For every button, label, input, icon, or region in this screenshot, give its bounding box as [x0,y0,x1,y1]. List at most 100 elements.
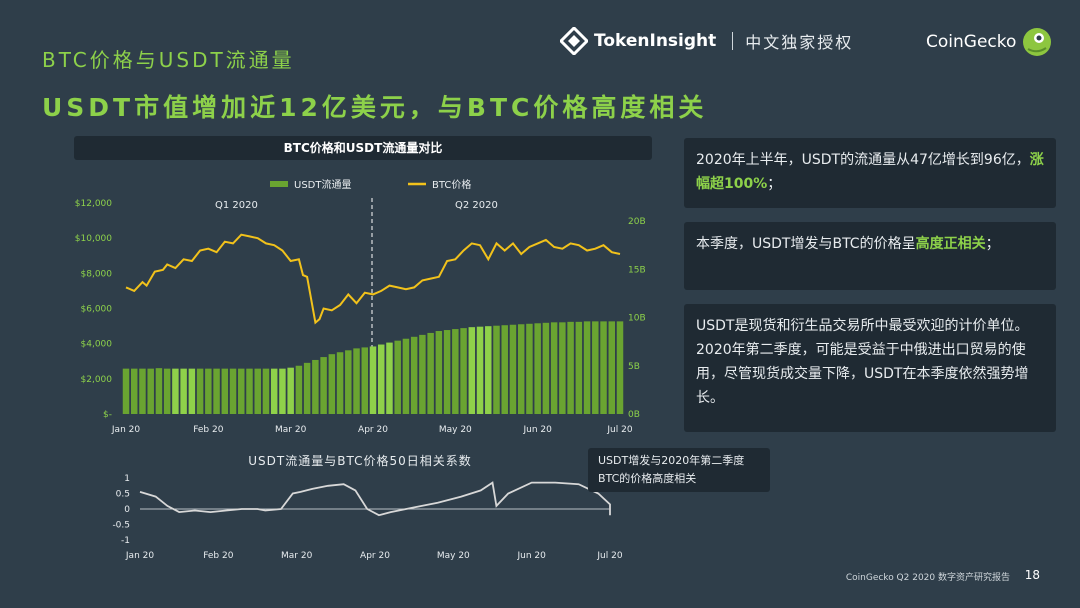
corr-x-tick-label: Jan 20 [125,551,154,561]
usdt-bar [328,354,336,414]
brand-separator [732,32,734,50]
usdt-bar [336,352,344,414]
note1-highlight: 涨幅超100% [696,152,1044,192]
main-chart: USDT流通量 BTC价格 Q1 2020 Q2 2020 $12,000 $10… [75,178,646,435]
note1-text: 2020年上半年，USDT的流通量从47亿增长到96亿， [696,152,1030,168]
annotation-q2: Q2 2020 [455,200,498,211]
usdt-bar [287,367,294,414]
x-tick-label: Jan 20 [111,425,140,435]
y-right-tick-label: 20B [628,217,646,227]
usdt-bar [155,368,163,414]
usdt-bar [410,336,418,414]
tokeninsight-brand: TokenInsight 中文独家授权 [560,25,853,57]
usdt-bar [583,321,591,414]
usdt-bar [205,368,212,414]
y-left-axis: $12,000 $10,000 $8,000 $6,000 $4,000 $2,000 $- [75,199,112,420]
usdt-bar [345,350,352,414]
coingecko-logo-icon [1023,28,1052,56]
x-tick-label: Jun 20 [522,425,552,435]
tokeninsight-name: TokenInsight [594,31,717,51]
correlation-line [139,481,611,517]
usdt-bar [592,321,599,414]
usdt-bar [526,323,533,414]
usdt-bar [139,368,146,414]
corr-x-tick-label: Feb 20 [203,551,234,561]
usdt-bar [452,329,459,414]
coingecko-brand: CoinGecko [926,26,1052,58]
chart-title: BTC价格和USDT流通量对比 [74,136,652,160]
usdt-bar [394,340,401,414]
usdt-bar [130,368,138,414]
usdt-bar [229,368,237,414]
y-right-tick-label: 10B [628,314,646,324]
corr-y-tick-label: -0.5 [112,521,130,531]
usdt-bar [353,348,360,414]
usdt-bar [246,368,253,414]
usdt-bar [476,326,484,414]
footer-report: CoinGecko Q2 2020 数字资产研究报告 [845,573,1010,583]
y-left-tick-label: $6,000 [81,305,113,315]
usdt-bar [542,322,550,414]
usdt-bar [427,332,434,414]
page-number: 18 [1024,568,1040,582]
note3-text: USDT是现货和衍生品交易所中最受欢迎的计价单位。2020年第二季度，可能是受益… [696,318,1029,406]
usdt-bar [559,322,566,414]
usdt-bar [369,346,377,414]
usdt-bar [295,365,303,414]
usdt-bar [180,368,187,414]
tokeninsight-logo-icon [560,27,588,55]
note2-end: ； [985,236,1000,252]
corr-x-tick-label: May 20 [437,551,470,561]
usdt-bar [443,330,451,414]
usdt-bar [147,368,154,414]
usdt-bar [493,325,500,414]
usdt-bar [254,368,261,414]
x-tick-label: Jul 20 [606,425,632,435]
usdt-bar [460,328,467,414]
note2-text: 本季度，USDT增发与BTC的价格呈 [696,236,916,252]
x-tick-label: Feb 20 [193,425,224,435]
usdt-bar [213,368,220,414]
legend-btc-label: BTC价格 [432,178,471,191]
annotation-q1: Q1 2020 [215,200,258,211]
note-usdt-usage: USDT是现货和衍生品交易所中最受欢迎的计价单位。2020年第二季度，可能是受益… [684,304,1056,432]
usdt-bar [163,368,171,414]
usdt-bar [509,324,517,414]
usdt-bar [262,368,270,414]
x-tick-label: Mar 20 [275,425,307,435]
usdt-bar [402,338,410,414]
usdt-bar [616,321,624,414]
y-left-tick-label: $8,000 [81,269,113,279]
note2-highlight: 高度正相关 [915,236,986,252]
y-right-axis: 20B 15B 10B 5B 0B [628,217,646,420]
usdt-bar [303,362,311,414]
usdt-bar [575,321,583,414]
correlation-chart: 1 0.5 0 -0.5 -1 Jan 20 Feb 20 Mar 20 Apr 20 May … [112,474,623,561]
corr-chart-title: USDT流通量与BTC价格50日相关系数 [248,454,472,468]
y-left-tick-label: $2,000 [81,375,113,385]
usdt-bar [188,368,196,414]
license-text: 中文独家授权 [745,33,854,52]
x-axis: Jan 20 Feb 20 Mar 20 Apr 20 May 20 Jun 20 Jul … [111,425,633,435]
usdt-bar [386,342,393,414]
corr-y-tick-label: 0 [124,505,130,515]
y-left-tick-label: $10,000 [75,234,112,244]
corr-y-tick-label: 0.5 [116,490,130,500]
y-left-tick-label: $- [103,410,112,420]
usdt-bar [238,368,245,414]
corr-y-axis: 1 0.5 0 -0.5 -1 [112,474,130,546]
usdt-bar [419,334,426,414]
legend-usdt-label: USDT流通量 [294,178,351,191]
usdt-bar [279,368,286,414]
headline: USDT市值增加近12亿美元，与BTC价格高度相关 [42,93,708,122]
y-right-tick-label: 0B [628,410,640,420]
y-right-tick-label: 5B [628,362,640,372]
usdt-bar [517,324,525,414]
note-correlation: 本季度，USDT增发与BTC的价格呈高度正相关； [684,222,1056,290]
btc-price-line [125,233,621,325]
usdt-bar [361,347,369,414]
usdt-bar [600,321,607,414]
note1-end: ； [767,176,782,192]
usdt-bar [468,327,476,414]
corr-x-axis: Jan 20 Feb 20 Mar 20 Apr 20 May 20 Jun 20 Jul … [125,551,623,561]
